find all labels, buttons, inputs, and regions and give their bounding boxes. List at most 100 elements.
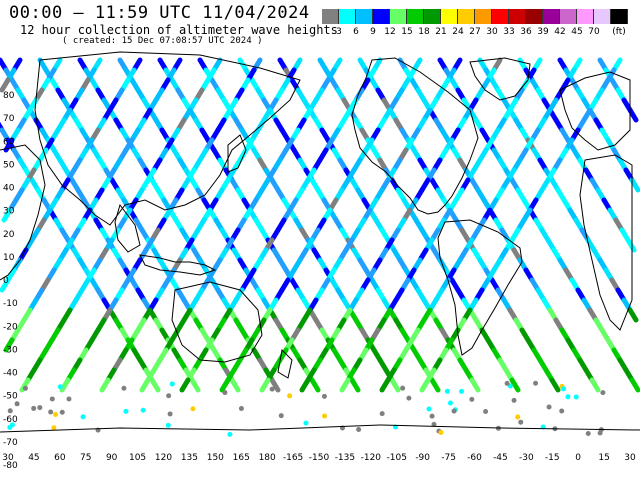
track-segment: [1, 207, 13, 223]
track-segment: [149, 377, 161, 393]
track-point: [533, 380, 539, 386]
x-tick-label: 60: [54, 453, 66, 463]
track-point: [140, 407, 146, 413]
legend-label: 9: [370, 27, 376, 37]
track-point: [166, 393, 172, 399]
track-point: [53, 412, 59, 418]
track-segment: [509, 377, 521, 393]
coastline-japan: [227, 134, 247, 173]
y-tick-label: 0: [3, 276, 9, 286]
track-point: [31, 405, 37, 411]
track-segment: [419, 377, 431, 393]
legend-swatch: [611, 9, 628, 24]
track-segment: [339, 377, 351, 393]
legend-swatch: [543, 9, 560, 24]
track-point: [444, 388, 450, 394]
y-tick-label: 30: [3, 207, 15, 217]
x-tick-label: -90: [415, 453, 430, 463]
track-point: [167, 411, 173, 417]
coastline-australia: [171, 281, 263, 363]
track-point: [57, 384, 63, 390]
track-segment: [139, 377, 151, 393]
track-point: [190, 406, 196, 412]
legend-label: 39: [537, 27, 549, 37]
y-tick-label: -30: [3, 345, 18, 355]
legend-label: 12: [384, 27, 396, 37]
y-tick-label: 80: [3, 91, 15, 101]
track-segment: [549, 377, 561, 393]
coastline-north-america: [351, 57, 479, 215]
x-tick-label: 30: [2, 453, 14, 463]
track-segment: [0, 277, 11, 293]
legend-label: 27: [469, 27, 481, 37]
track-point: [227, 431, 233, 437]
track-point: [406, 395, 412, 401]
x-tick-label: -105: [387, 453, 407, 463]
track-point: [585, 430, 591, 436]
track-segment: [179, 377, 191, 393]
track-point: [356, 426, 362, 432]
track-segment: [59, 377, 71, 393]
track-segment: [3, 337, 15, 353]
track-point: [429, 413, 435, 419]
legend-label: 70: [588, 27, 600, 37]
track-segment: [99, 377, 111, 393]
legend-swatch: [458, 9, 475, 24]
track-point: [169, 381, 175, 387]
y-tick-label: -40: [3, 369, 18, 379]
x-tick-label: -135: [335, 453, 355, 463]
track-point: [438, 430, 444, 436]
y-tick-label: -50: [3, 392, 18, 402]
x-tick-label: -120: [361, 453, 382, 463]
track-point: [22, 385, 28, 391]
y-tick-label: 50: [3, 160, 15, 170]
created-timestamp: ( created: 15 Dec 07:08:57 UTC 2024 ): [62, 36, 263, 46]
y-tick-label: -20: [3, 322, 18, 332]
track-segment: [589, 377, 601, 393]
coastlines-layer: [0, 51, 640, 433]
track-segment: [469, 377, 481, 393]
legend-label: 21: [435, 27, 447, 37]
track-segment: [625, 237, 637, 253]
legend-label: 15: [401, 27, 413, 37]
track-point: [504, 380, 510, 386]
y-tick-label: -80: [3, 461, 18, 471]
x-tick-label: 90: [106, 453, 118, 463]
legend-label: 36: [520, 27, 532, 37]
track-point: [431, 421, 437, 427]
track-point: [573, 394, 579, 400]
track-point: [238, 406, 244, 412]
coastline-europe: [559, 71, 631, 151]
coastline-antarctica: [0, 424, 640, 433]
track-segment: [269, 377, 281, 393]
track-segment: [379, 377, 391, 393]
legend-labels: 3 6 9 12 15 18 21 24 27 30 33 36 39 42 45 70 (ft): [322, 27, 630, 41]
track-point: [459, 388, 465, 394]
legend-swatch: [339, 9, 356, 24]
satellite-tracks-layer: [0, 57, 640, 437]
y-tick-label: -10: [3, 299, 18, 309]
track-point: [322, 413, 328, 419]
x-tick-label: 0: [575, 453, 581, 463]
track-point: [49, 396, 55, 402]
track-point: [511, 397, 517, 403]
color-legend: 3 6 9 12 15 18 21 24 27 30 33 36 39 42 45 70 (ft): [322, 9, 630, 41]
track-point: [600, 390, 606, 396]
x-tick-label: 165: [233, 453, 250, 463]
track-segment: [627, 307, 639, 323]
coastline-africa: [579, 154, 633, 331]
legend-swatch: [373, 9, 390, 24]
coastline-asia: [34, 51, 301, 226]
track-point: [426, 406, 432, 412]
legend-swatch: [526, 9, 543, 24]
legend-swatch: [594, 9, 611, 24]
legend-label: 3: [336, 27, 342, 37]
track-segment: [229, 377, 241, 393]
legend-swatch: [390, 9, 407, 24]
track-point: [400, 385, 406, 391]
track-point: [7, 424, 13, 430]
track-point: [560, 386, 566, 392]
track-point: [48, 409, 54, 415]
track-point: [303, 420, 309, 426]
